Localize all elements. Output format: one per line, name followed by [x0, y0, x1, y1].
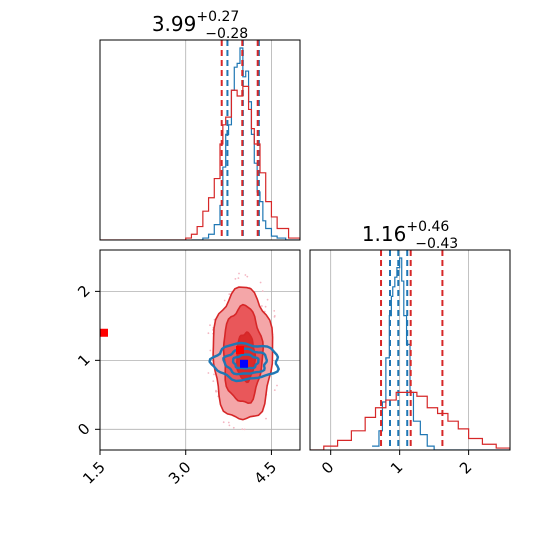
sample-point-12 — [264, 305, 267, 308]
sample-point-9 — [212, 380, 215, 382]
sample-point-47 — [273, 310, 276, 312]
joint-contours — [100, 272, 281, 431]
hist-y-panel: 0 1 2 1.16+0.46 −0.43 — [309, 219, 511, 478]
hist-x-series — [100, 40, 300, 240]
sample-point-32 — [209, 324, 211, 327]
hist-y-title-value: 1.16 — [362, 222, 407, 246]
sample-point-16 — [259, 281, 262, 284]
joint-y-ticks: 0 1 2 — [74, 282, 100, 439]
hist-y-title: 1.16+0.46 −0.43 — [362, 219, 458, 252]
x-tick-label-2: 4.5 — [251, 458, 281, 488]
sample-point-37 — [265, 417, 267, 420]
sample-point-53 — [232, 426, 235, 429]
y-tick-label-0: 0 — [74, 420, 93, 439]
hist-series-1 — [310, 391, 510, 450]
hist-x-title-lower: −0.28 — [205, 26, 248, 42]
sample-point-25 — [243, 428, 246, 431]
hist-y-title-upper: +0.46 — [406, 219, 449, 235]
sample-point-22 — [244, 274, 247, 276]
x-tick-label-0: 1.5 — [79, 458, 109, 488]
hist-x-title-upper: +0.27 — [196, 9, 239, 25]
hist-series-0 — [372, 257, 510, 450]
hist-x-title: 3.99+0.27 −0.28 — [152, 9, 248, 42]
sample-point-48 — [207, 332, 210, 335]
sample-point-39 — [241, 428, 244, 431]
hist-x-title-value: 3.99 — [152, 12, 197, 36]
sample-point-20 — [223, 299, 226, 302]
joint-panel: 1.5 3.0 4.5 0 1 2 — [74, 249, 301, 488]
hist-series-0 — [191, 47, 300, 240]
sample-point-49 — [215, 390, 217, 393]
marker-2 — [240, 359, 248, 368]
y-tick-label-2: 2 — [74, 282, 93, 301]
sample-point-29 — [227, 421, 230, 424]
marker-0 — [100, 328, 108, 337]
sample-point-43 — [228, 424, 231, 427]
x-tick-label-1: 3.0 — [165, 458, 195, 488]
hist-series-1 — [100, 85, 300, 240]
sample-point-36 — [237, 277, 240, 279]
blue-contour-2 — [208, 341, 281, 383]
sample-point-44 — [238, 272, 240, 275]
hist-y-title-lower: −0.43 — [415, 236, 458, 252]
joint-frame — [99, 249, 301, 451]
sample-point-5 — [234, 278, 237, 280]
y-tick-label-1: 1 — [74, 351, 93, 370]
sample-point-21 — [273, 315, 276, 317]
sample-point-50 — [266, 298, 269, 301]
sample-point-54 — [222, 421, 225, 424]
blue-contour-0 — [231, 353, 260, 370]
tick-label-2: 2 — [456, 458, 475, 477]
hist-x-frame — [99, 39, 301, 241]
hist-y-frame — [309, 249, 511, 451]
marker-1 — [236, 346, 244, 354]
sample-point-58 — [207, 372, 210, 374]
sample-point-0 — [209, 349, 212, 352]
sample-point-19 — [261, 290, 264, 292]
hist-x-panel: 3.99+0.27 −0.28 — [99, 9, 301, 241]
sample-point-11 — [276, 384, 278, 387]
joint-x-ticks: 1.5 3.0 4.5 — [79, 450, 280, 488]
sample-point-38 — [273, 389, 276, 391]
sample-point-26 — [261, 305, 263, 307]
blue-contour-1 — [222, 347, 269, 376]
tick-label-1: 1 — [387, 458, 406, 477]
sample-point-41 — [228, 293, 231, 295]
hist-y-x-ticks: 0 1 2 — [318, 450, 475, 478]
hist-y-series — [310, 250, 510, 450]
hist-y-gridlines — [330, 250, 470, 450]
tick-label-0: 0 — [318, 458, 337, 477]
sample-point-18 — [213, 373, 215, 376]
sample-point-55 — [246, 275, 249, 278]
